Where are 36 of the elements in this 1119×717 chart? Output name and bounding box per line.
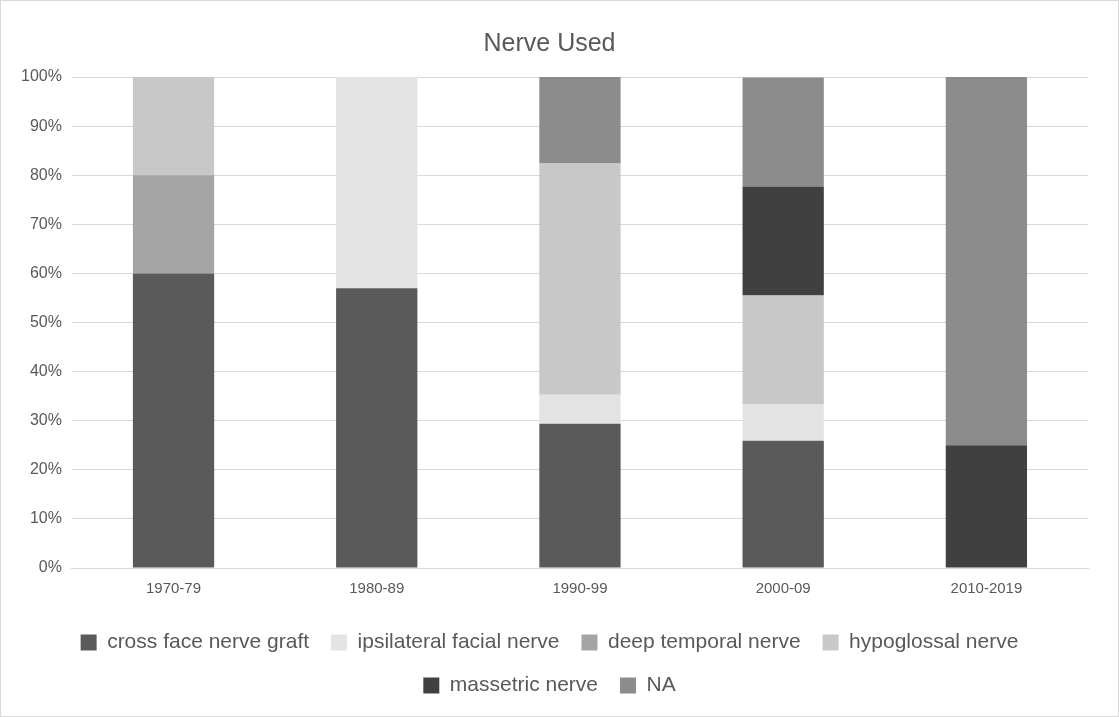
legend-label: ipsilateral facial nerve bbox=[357, 629, 560, 653]
bar bbox=[742, 77, 824, 187]
y-tick-label: 20% bbox=[29, 460, 62, 478]
y-tick-label: 80% bbox=[29, 165, 62, 183]
bar bbox=[132, 175, 215, 274]
x-tick-label: 2000-09 bbox=[755, 579, 811, 597]
bar bbox=[945, 77, 1028, 446]
y-tick-label: 40% bbox=[29, 362, 62, 380]
bar bbox=[539, 423, 621, 568]
y-tick-label: 70% bbox=[29, 214, 62, 232]
legend-label: NA bbox=[646, 672, 676, 696]
legend-label: deep temporal nerve bbox=[607, 629, 801, 653]
x-tick-label: 2010-2019 bbox=[950, 579, 1023, 597]
legend-label: massetric nerve bbox=[449, 672, 599, 696]
y-tick-label: 100% bbox=[21, 67, 62, 85]
y-tick-label: 50% bbox=[29, 312, 62, 330]
bar bbox=[945, 445, 1028, 568]
bar bbox=[742, 295, 824, 405]
y-tick-label: 60% bbox=[29, 263, 62, 281]
legend-label: cross face nerve graft bbox=[107, 629, 310, 653]
legend-label: hypoglossal nerve bbox=[849, 629, 1019, 653]
x-tick-label: 1980-89 bbox=[349, 579, 405, 597]
x-tick-label: 1990-99 bbox=[552, 579, 608, 597]
x-tick-label: 1970-79 bbox=[146, 579, 202, 597]
y-tick-label: 0% bbox=[38, 558, 62, 576]
bar bbox=[742, 186, 824, 296]
y-tick-label: 90% bbox=[29, 116, 62, 134]
bar bbox=[336, 288, 418, 568]
bar bbox=[132, 273, 215, 568]
bar bbox=[539, 77, 621, 164]
y-tick-label: 30% bbox=[29, 411, 62, 429]
chart-title: Nerve Used bbox=[483, 27, 616, 56]
y-tick-label: 10% bbox=[29, 509, 62, 527]
bar bbox=[539, 163, 621, 395]
bar bbox=[132, 77, 215, 176]
bar bbox=[742, 440, 824, 568]
